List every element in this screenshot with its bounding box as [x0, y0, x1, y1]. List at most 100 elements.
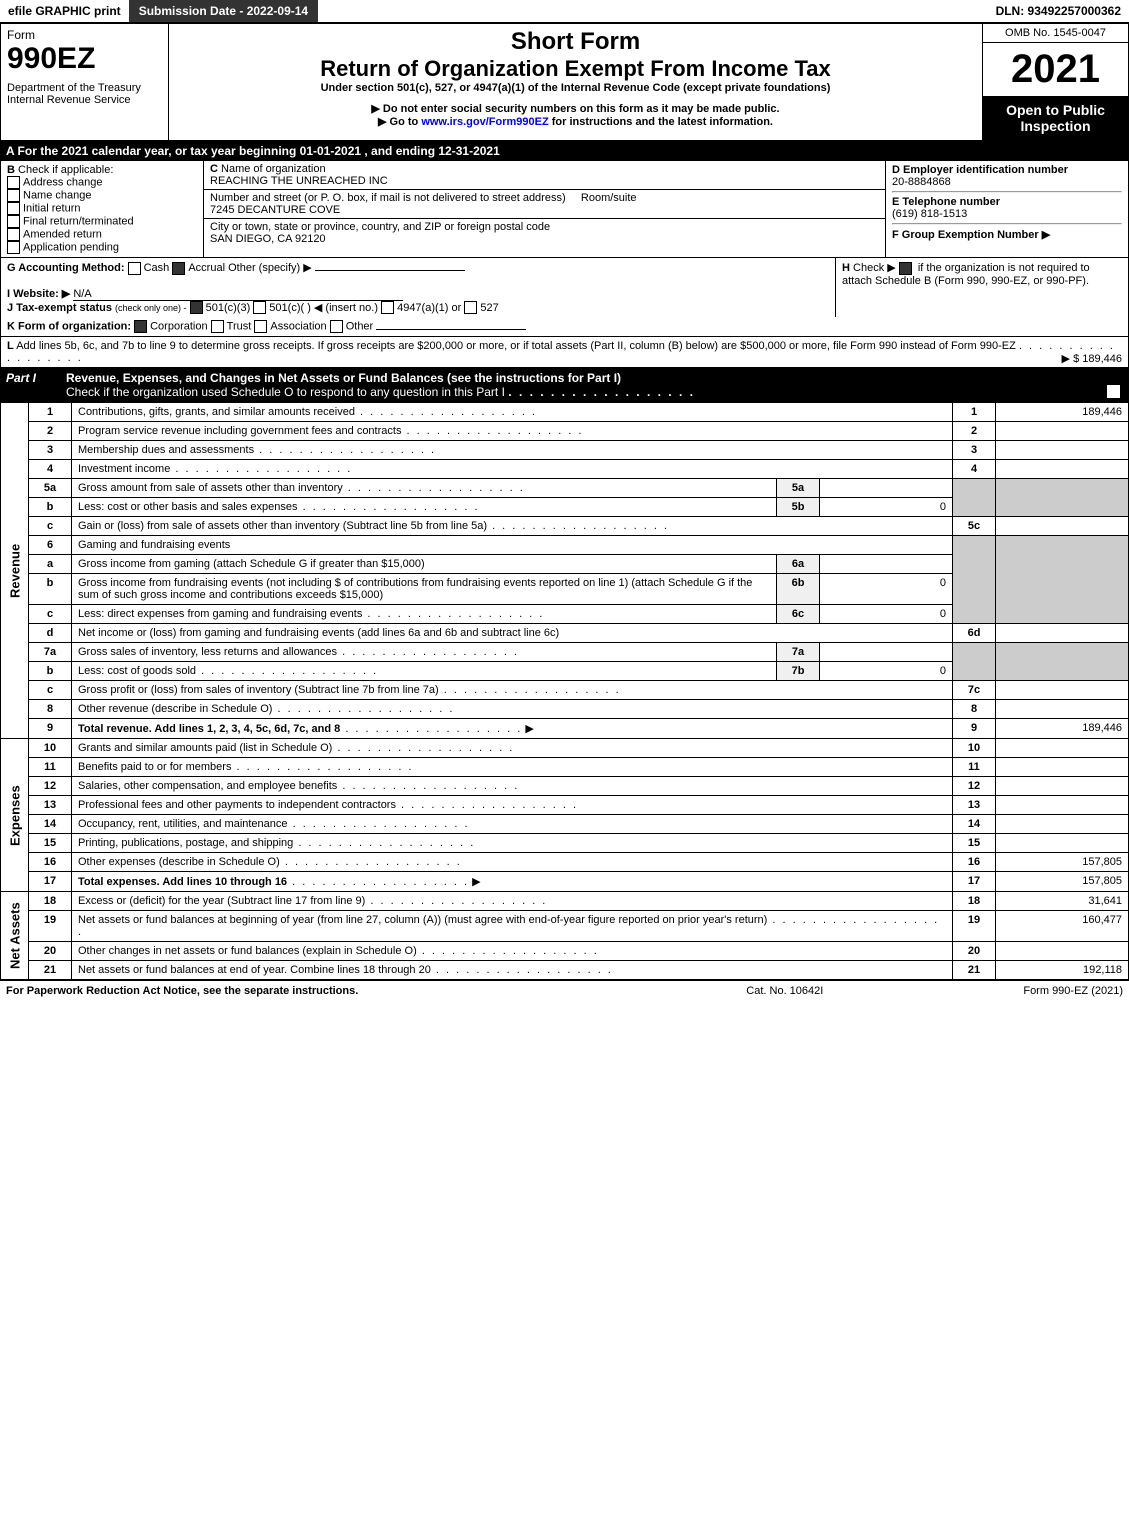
line-7c-rnum: 7c	[953, 681, 996, 700]
line-4-desc: Investment income	[78, 463, 170, 475]
tax-exempt-sub: (check only one) -	[115, 303, 187, 313]
line-2-val	[996, 422, 1129, 441]
line-6a-num: a	[29, 555, 72, 574]
line-19-num: 19	[29, 911, 72, 942]
line-3-rnum: 3	[953, 441, 996, 460]
short-form-title: Short Form	[175, 28, 976, 56]
line-12-desc: Salaries, other compensation, and employ…	[78, 780, 337, 792]
final-return-checkbox[interactable]	[7, 215, 20, 228]
line-6d-desc: Net income or (loss) from gaming and fun…	[72, 624, 953, 643]
line-8: 8 Other revenue (describe in Schedule O)…	[1, 700, 1129, 719]
initial-return-checkbox[interactable]	[7, 202, 20, 215]
line-7c: c Gross profit or (loss) from sales of i…	[1, 681, 1129, 700]
footer-right: Form 990-EZ (2021)	[1023, 985, 1123, 997]
under-section: Under section 501(c), 527, or 4947(a)(1)…	[175, 82, 976, 94]
line-4-val	[996, 460, 1129, 479]
org-name: REACHING THE UNREACHED INC	[210, 175, 388, 187]
line-10-val	[996, 739, 1129, 758]
footer-left: For Paperwork Reduction Act Notice, see …	[6, 985, 746, 997]
return-title: Return of Organization Exempt From Incom…	[175, 56, 976, 82]
line-11-val	[996, 758, 1129, 777]
efile-link[interactable]: efile GRAPHIC print	[0, 0, 129, 22]
line-7b-sub: 7b	[777, 662, 820, 681]
501c-checkbox[interactable]	[253, 301, 266, 314]
line-13-rnum: 13	[953, 796, 996, 815]
city-cell: City or town, state or province, country…	[204, 219, 885, 247]
line-5b-sub: 5b	[777, 498, 820, 517]
line-12-rnum: 12	[953, 777, 996, 796]
irs-form-link[interactable]: www.irs.gov/Form990EZ	[421, 116, 548, 128]
line-5a-desc: Gross amount from sale of assets other t…	[78, 482, 343, 494]
notice-link-line: ▶ Go to www.irs.gov/Form990EZ for instru…	[175, 115, 976, 128]
other-org-checkbox[interactable]	[330, 320, 343, 333]
line-16-desc: Other expenses (describe in Schedule O)	[78, 856, 280, 868]
submission-date: Submission Date - 2022-09-14	[129, 0, 318, 22]
line-14: 14 Occupancy, rent, utilities, and maint…	[1, 815, 1129, 834]
top-bar: efile GRAPHIC print Submission Date - 20…	[0, 0, 1129, 23]
part-1-table: Revenue 1 Contributions, gifts, grants, …	[0, 402, 1129, 980]
line-9-val: 189,446	[996, 719, 1129, 739]
city-label: City or town, state or province, country…	[210, 221, 550, 233]
line-2: 2 Program service revenue including gove…	[1, 422, 1129, 441]
line-15-rnum: 15	[953, 834, 996, 853]
accrual-label: Accrual	[188, 262, 225, 274]
address-change-checkbox[interactable]	[7, 176, 20, 189]
part-1-check-text: Check if the organization used Schedule …	[66, 385, 505, 399]
line-7b-num: b	[29, 662, 72, 681]
amended-return-checkbox[interactable]	[7, 228, 20, 241]
line-5a-sub: 5a	[777, 479, 820, 498]
expenses-section-label: Expenses	[1, 739, 29, 892]
line-7a-desc: Gross sales of inventory, less returns a…	[78, 646, 337, 658]
line-5a-subval	[820, 479, 953, 498]
line-5a-num: 5a	[29, 479, 72, 498]
line-6b-subval: 0	[820, 574, 953, 605]
address-value: 7245 DECANTURE COVE	[210, 204, 340, 216]
4947-checkbox[interactable]	[381, 301, 394, 314]
line-2-desc: Program service revenue including govern…	[78, 425, 401, 437]
trust-checkbox[interactable]	[211, 320, 224, 333]
line-7c-val	[996, 681, 1129, 700]
accounting-label: G Accounting Method:	[7, 262, 125, 274]
part-1-schedule-o-checkbox[interactable]: ✓	[1107, 385, 1120, 398]
cash-checkbox[interactable]	[128, 262, 141, 275]
line-7a-num: 7a	[29, 643, 72, 662]
amended-return-label: Amended return	[23, 228, 102, 240]
501c3-label: 501(c)(3)	[206, 302, 251, 314]
net-assets-section-label: Net Assets	[1, 892, 29, 980]
schedule-b-checkbox[interactable]	[899, 262, 912, 275]
section-l: L Add lines 5b, 6c, and 7b to line 9 to …	[0, 337, 1129, 368]
line-17: 17 Total expenses. Add lines 10 through …	[1, 872, 1129, 892]
name-change-checkbox[interactable]	[7, 189, 20, 202]
gross-receipts-amount: ▶ $ 189,446	[1062, 352, 1122, 365]
association-checkbox[interactable]	[254, 320, 267, 333]
ein-value: 20-8884868	[892, 176, 951, 188]
phone-label: E Telephone number	[892, 196, 1000, 208]
line-4-rnum: 4	[953, 460, 996, 479]
line-7a: 7a Gross sales of inventory, less return…	[1, 643, 1129, 662]
line-18-rnum: 18	[953, 892, 996, 911]
line-6b-desc: Gross income from fundraising events (no…	[72, 574, 777, 605]
line-19-desc: Net assets or fund balances at beginning…	[78, 914, 767, 926]
line-14-num: 14	[29, 815, 72, 834]
527-checkbox[interactable]	[464, 301, 477, 314]
line-14-val	[996, 815, 1129, 834]
section-h: H Check ▶ if the organization is not req…	[835, 258, 1128, 317]
line-15-desc: Printing, publications, postage, and shi…	[78, 837, 293, 849]
501c3-checkbox[interactable]	[190, 301, 203, 314]
line-6b-num: b	[29, 574, 72, 605]
line-17-rnum: 17	[953, 872, 996, 892]
open-public-inspection: Open to Public Inspection	[983, 96, 1128, 140]
notice-ssn: ▶ Do not enter social security numbers o…	[175, 102, 976, 115]
form-org-label: K Form of organization:	[7, 321, 131, 333]
line-5c-desc: Gain or (loss) from sale of assets other…	[78, 520, 487, 532]
application-pending-checkbox[interactable]	[7, 241, 20, 254]
form-header: Form 990EZ Department of the Treasury In…	[0, 23, 1129, 141]
line-21-val: 192,118	[996, 961, 1129, 980]
corporation-checkbox[interactable]	[134, 320, 147, 333]
accrual-checkbox[interactable]	[172, 262, 185, 275]
section-g: G Accounting Method: Cash Accrual Other …	[1, 258, 835, 317]
line-6a-sub: 6a	[777, 555, 820, 574]
line-11: 11 Benefits paid to or for members 11	[1, 758, 1129, 777]
line-10-num: 10	[29, 739, 72, 758]
notice2-suffix: for instructions and the latest informat…	[549, 116, 773, 128]
